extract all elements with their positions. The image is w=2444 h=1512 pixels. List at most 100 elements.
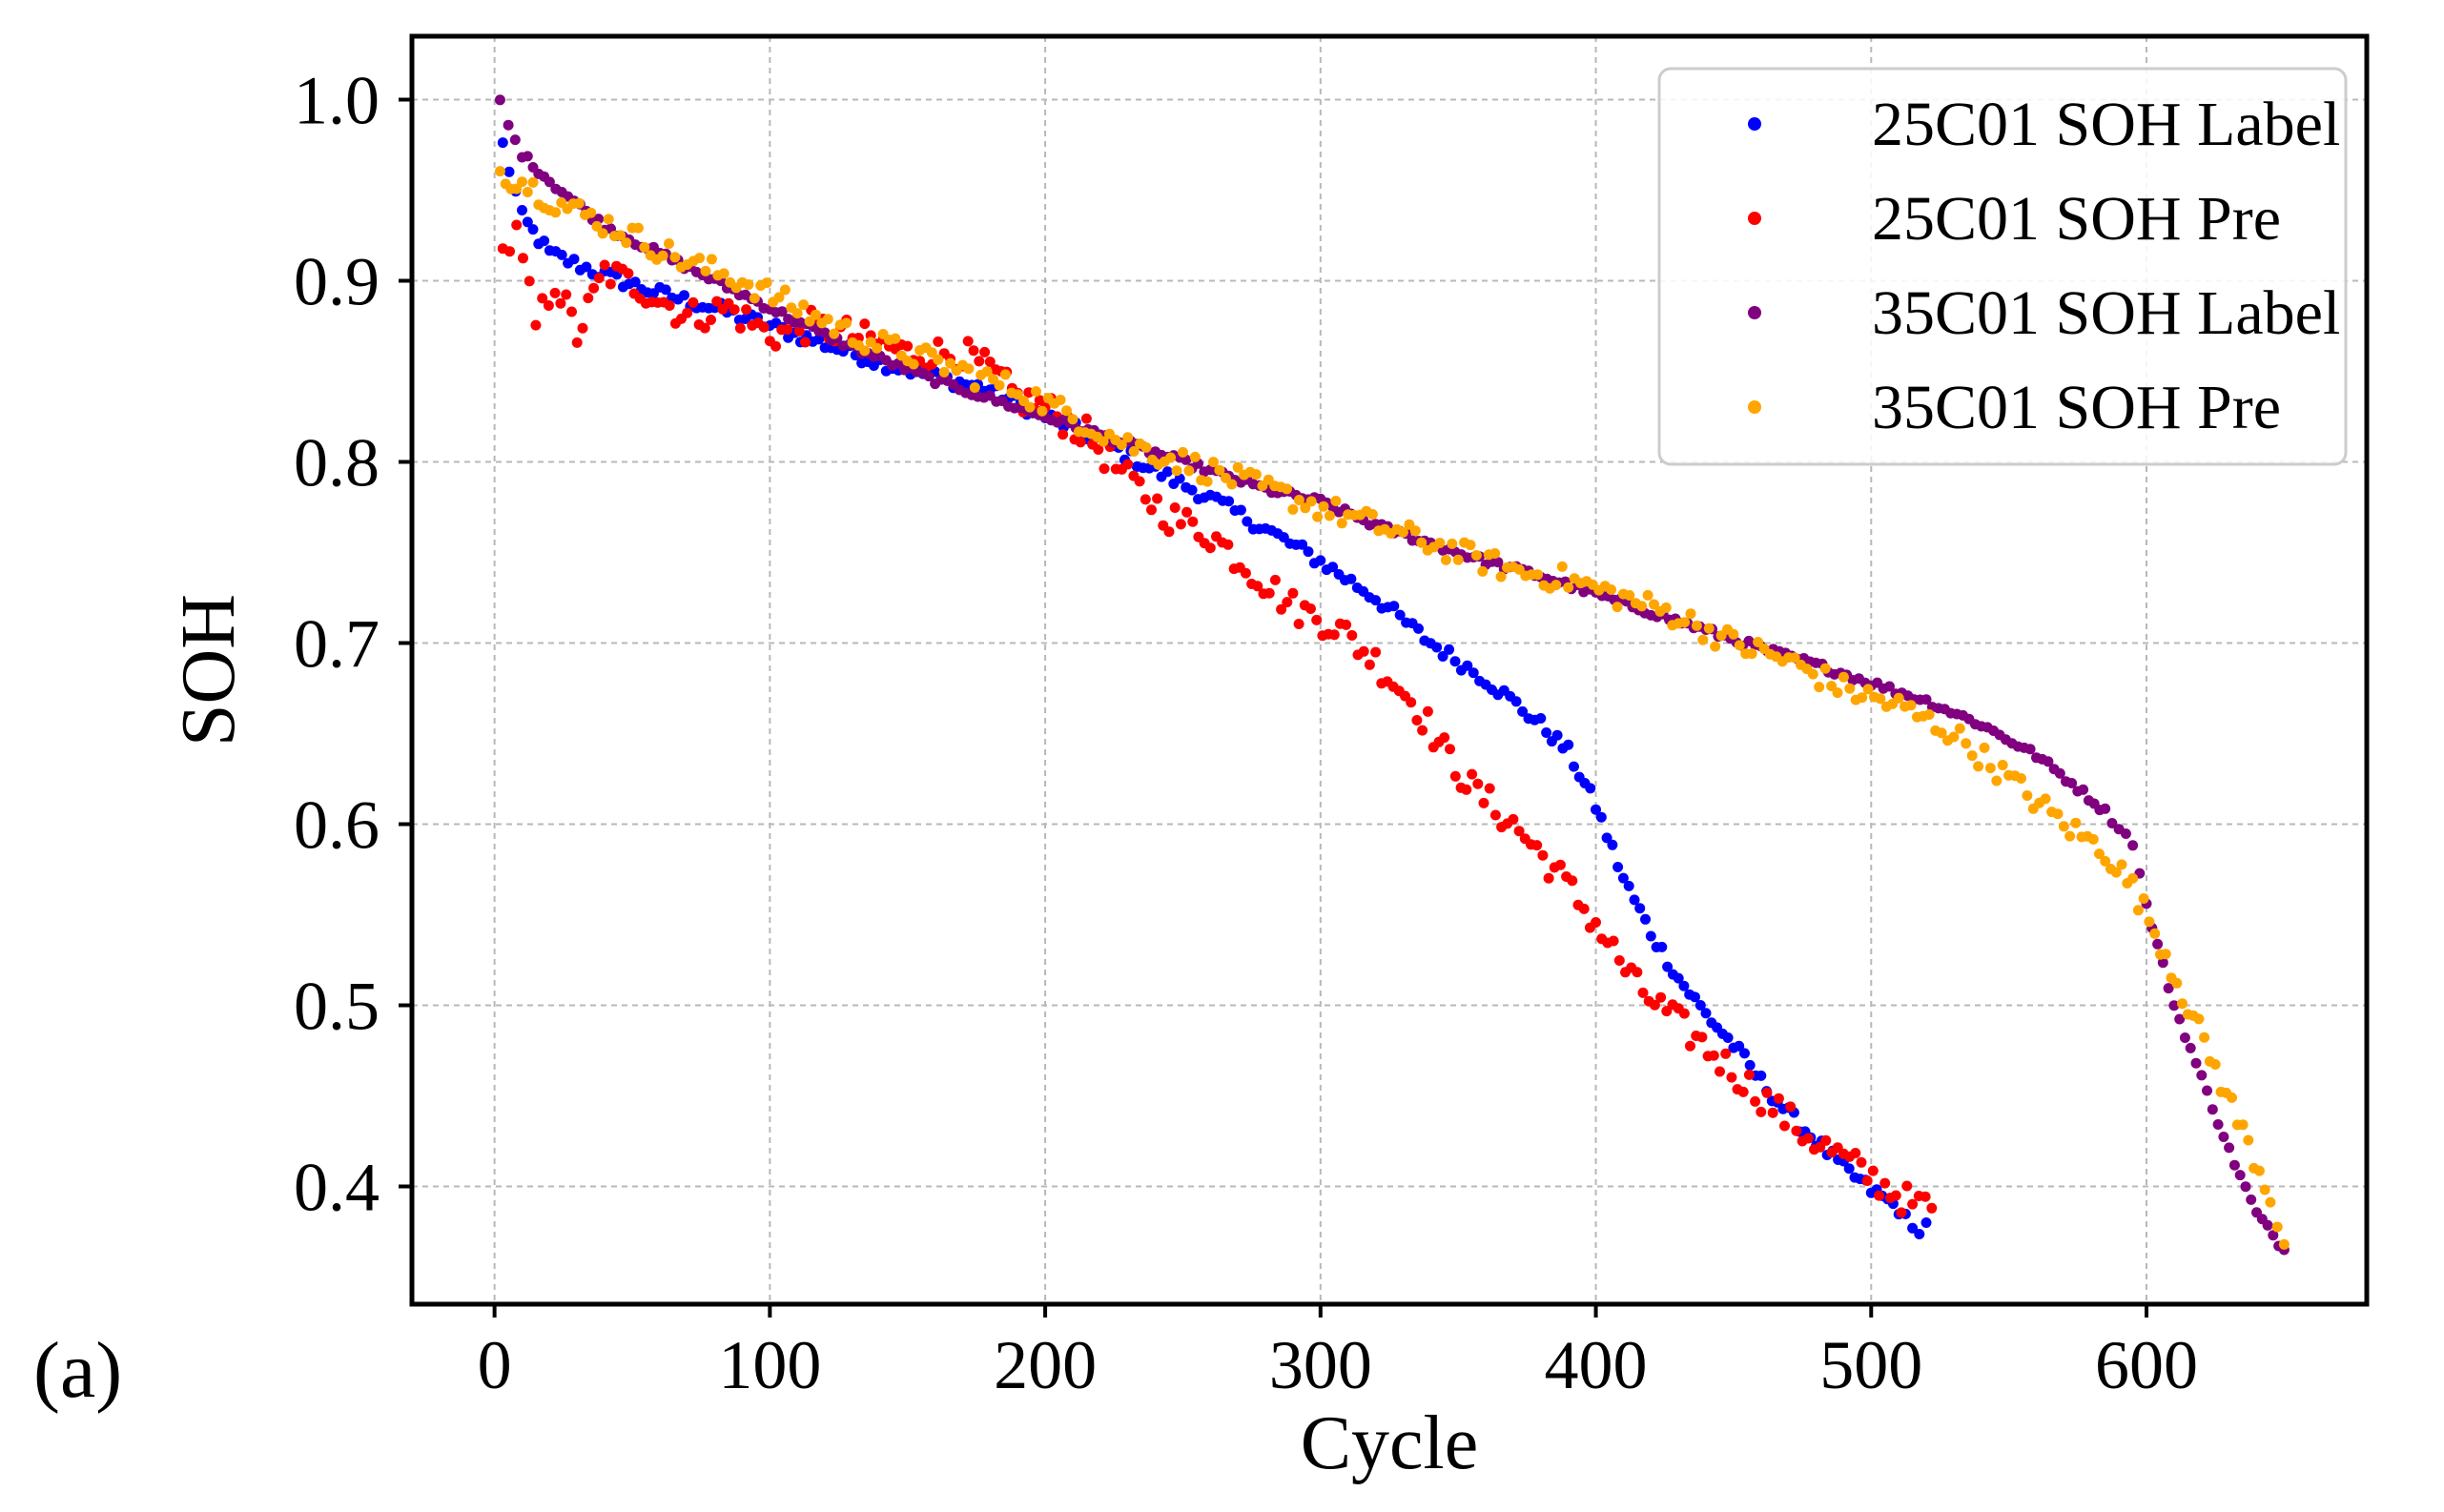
data-point	[933, 336, 944, 347]
data-point	[938, 366, 950, 378]
data-point	[494, 94, 505, 106]
x-tick-label: 100	[718, 1327, 821, 1403]
data-point	[1411, 715, 1423, 725]
data-point	[1461, 784, 1472, 795]
data-point	[1300, 502, 1311, 514]
data-point	[1080, 413, 1092, 424]
data-point	[1303, 546, 1314, 558]
data-point	[1517, 705, 1529, 717]
data-point	[1591, 804, 1601, 815]
data-point	[2040, 793, 2051, 805]
data-point	[1685, 1040, 1695, 1052]
data-point	[518, 253, 528, 264]
data-point	[1440, 554, 1451, 565]
data-point	[1413, 623, 1424, 634]
data-point	[1554, 859, 1566, 870]
data-point	[1708, 1050, 1719, 1061]
data-point	[1422, 705, 1433, 717]
data-point	[1269, 574, 1281, 585]
data-point	[549, 287, 561, 298]
data-point	[1417, 725, 1428, 736]
data-point	[603, 214, 614, 225]
data-point	[1282, 597, 1293, 608]
data-point	[1991, 775, 2002, 787]
data-point	[1595, 811, 1607, 823]
data-point	[741, 304, 752, 316]
data-point	[1551, 729, 1563, 741]
x-tick-label: 600	[2095, 1327, 2198, 1403]
data-point	[2243, 1134, 2254, 1146]
data-point	[1722, 1032, 1734, 1043]
data-point	[1434, 538, 1446, 548]
data-point	[1936, 727, 1947, 739]
data-point	[1756, 1106, 1767, 1117]
data-point	[1879, 1177, 1891, 1189]
data-point	[859, 318, 871, 330]
data-point	[1679, 617, 1691, 628]
data-point	[1739, 1048, 1750, 1059]
data-point	[522, 187, 533, 197]
legend-label: 25C01 SOH Label	[1872, 90, 2340, 159]
data-point	[1694, 1000, 1706, 1011]
data-point	[2199, 1032, 2210, 1043]
data-point	[1703, 623, 1715, 634]
data-point	[1165, 452, 1177, 463]
data-point	[1489, 548, 1501, 559]
data-point	[1710, 641, 1721, 652]
data-point	[1345, 573, 1357, 584]
data-point	[1896, 1207, 1907, 1218]
data-point	[1563, 739, 1574, 750]
data-point	[682, 307, 693, 318]
data-point	[902, 340, 914, 352]
data-point	[1850, 1148, 1861, 1158]
data-point	[1222, 539, 1234, 550]
data-point	[561, 289, 572, 300]
data-point	[1606, 584, 1617, 595]
data-point	[664, 300, 675, 311]
data-point	[1920, 694, 1932, 705]
data-point	[1612, 862, 1624, 872]
data-point	[1715, 1066, 1725, 1077]
data-point	[1067, 414, 1078, 425]
data-point	[2070, 817, 2082, 828]
data-point	[2043, 756, 2054, 767]
data-point	[1370, 595, 1382, 606]
data-point	[527, 224, 539, 235]
data-point	[1242, 516, 1253, 527]
data-point	[591, 220, 603, 232]
data-point	[1366, 509, 1378, 520]
data-point	[1857, 692, 1868, 704]
data-point	[1696, 1032, 1708, 1043]
data-point	[734, 322, 746, 334]
data-point	[509, 134, 521, 146]
data-point	[1214, 464, 1225, 476]
data-point	[688, 296, 699, 308]
data-point	[504, 246, 515, 257]
data-point	[706, 254, 717, 265]
data-point	[2149, 928, 2161, 939]
data-point	[1328, 629, 1340, 641]
data-point	[2094, 848, 2105, 860]
data-point	[1252, 581, 1263, 592]
data-point	[1820, 1134, 1832, 1146]
data-point	[1819, 663, 1831, 674]
data-point	[2278, 1238, 2290, 1250]
data-point	[660, 284, 671, 296]
data-point	[1997, 760, 2008, 770]
data-point	[1204, 542, 1216, 554]
data-point	[813, 334, 825, 345]
data-point	[2228, 1159, 2240, 1171]
data-point	[2265, 1196, 2276, 1208]
data-point	[1034, 395, 1045, 406]
data-point	[1743, 1069, 1755, 1080]
data-point	[544, 176, 555, 188]
data-point	[1541, 727, 1552, 738]
x-tick-label: 0	[478, 1327, 512, 1403]
data-point	[1394, 609, 1406, 621]
data-point	[1293, 495, 1304, 505]
data-point	[2022, 790, 2033, 801]
data-point	[841, 317, 852, 329]
data-point	[1341, 619, 1352, 630]
data-point	[1098, 436, 1109, 447]
